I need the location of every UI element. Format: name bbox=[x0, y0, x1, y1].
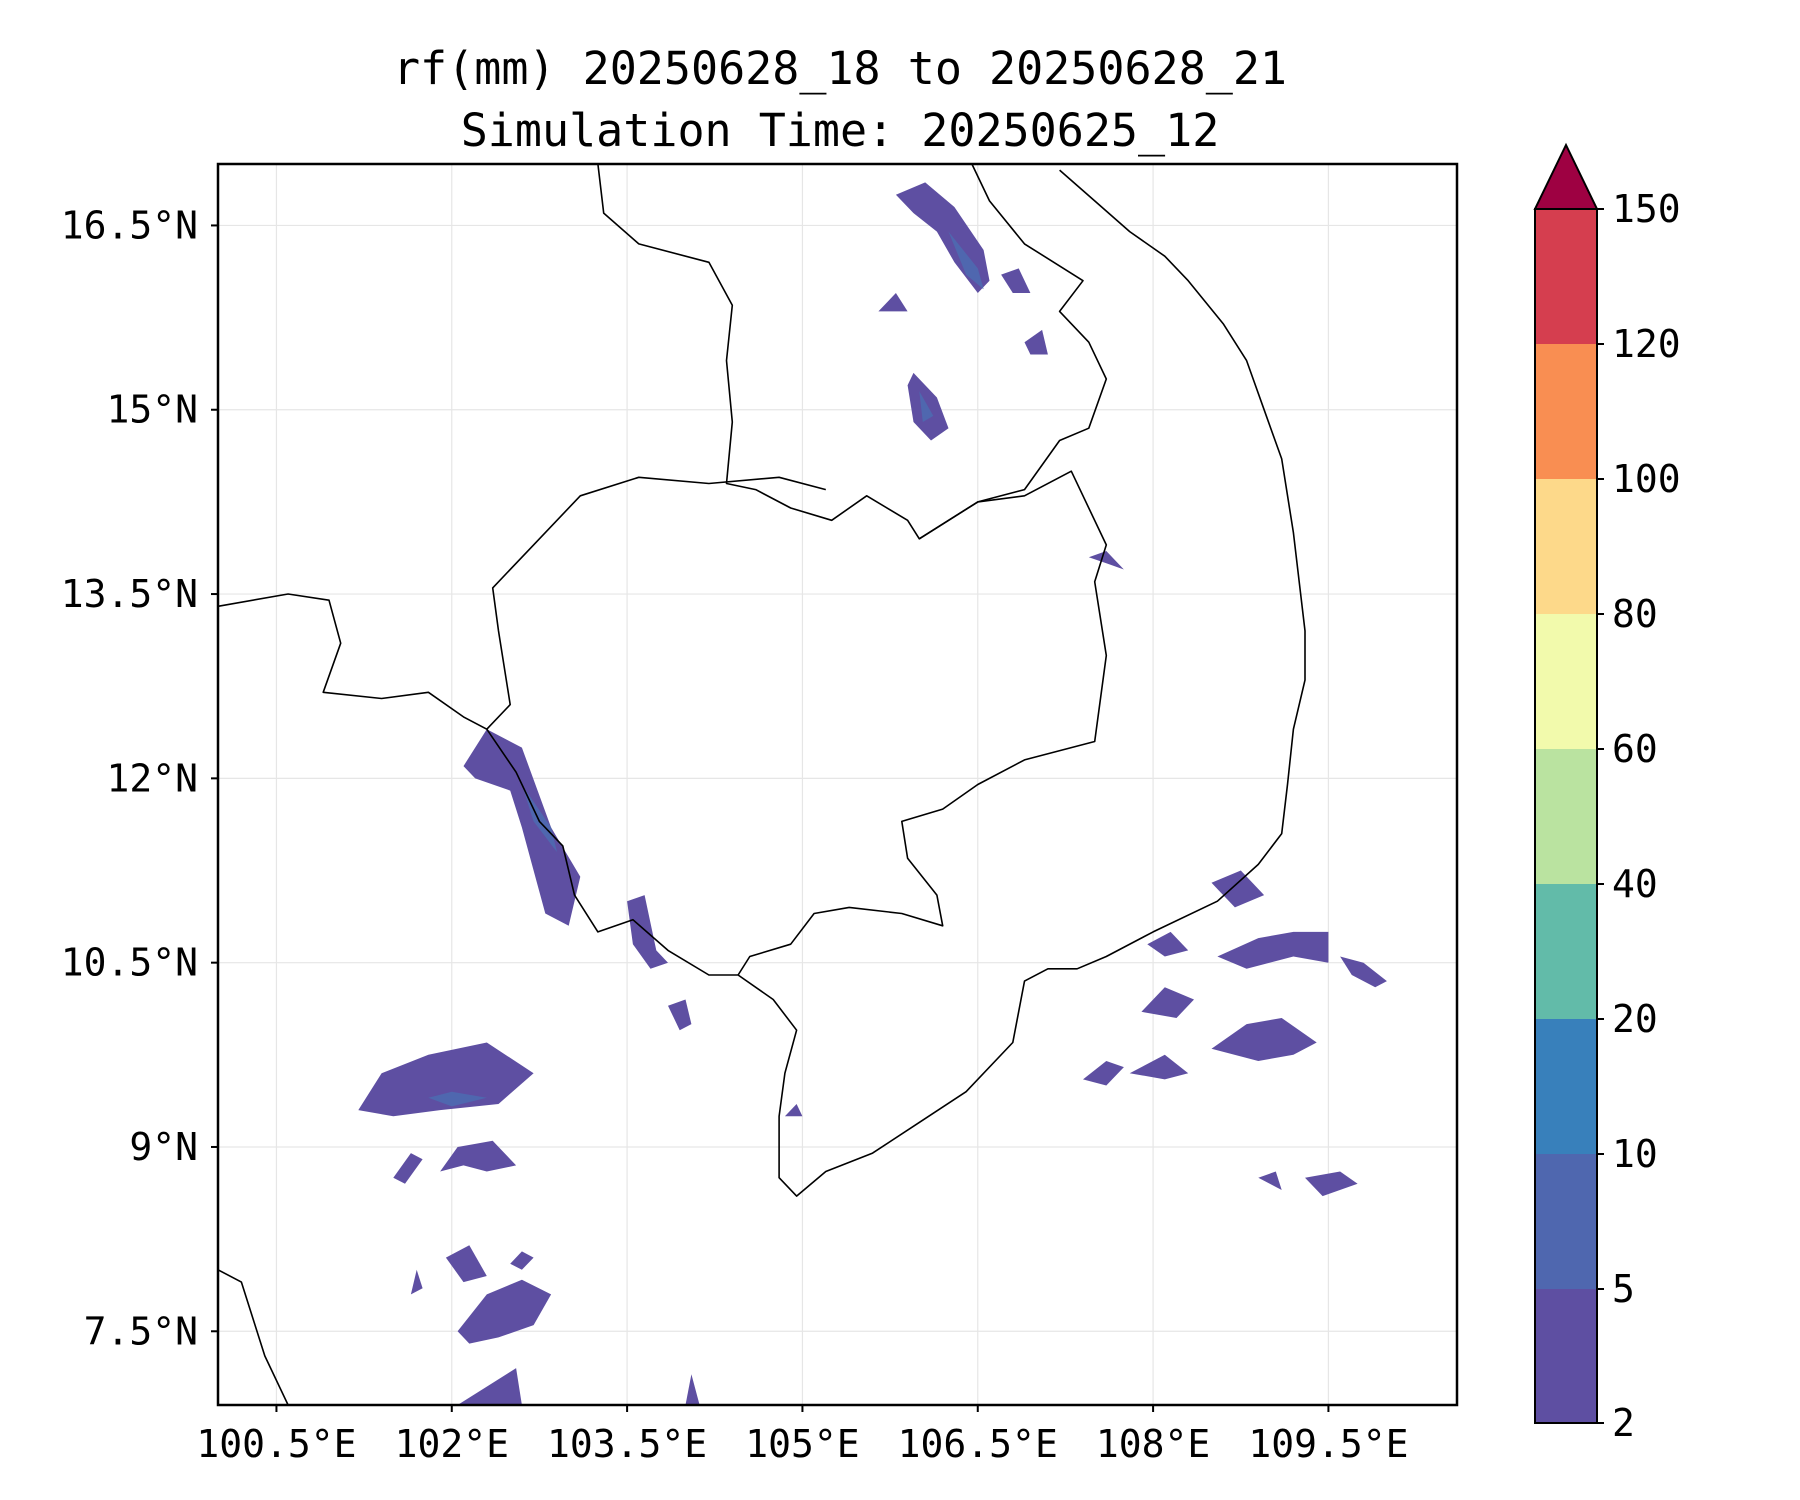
colorbar-label-20: 20 bbox=[1612, 997, 1658, 1041]
rain-area-5 bbox=[445, 1245, 487, 1283]
rain-area-22 bbox=[1088, 551, 1124, 570]
lat-tick-label-6: 7.5°N bbox=[84, 1309, 198, 1353]
rain-area-7 bbox=[510, 1251, 534, 1270]
rain-area-20 bbox=[1024, 329, 1048, 355]
rain-area-6 bbox=[457, 1279, 552, 1344]
rain-area-13 bbox=[668, 999, 692, 1031]
rain-area-1 bbox=[428, 1091, 487, 1107]
colorbar-label-80: 80 bbox=[1612, 592, 1658, 636]
colorbar-segment-40-60 bbox=[1535, 749, 1597, 884]
title-line-2: Simulation Time: 20250625_12 bbox=[460, 104, 1220, 157]
coastline-3-line bbox=[217, 1269, 289, 1406]
coastline-2-line bbox=[486, 169, 1306, 1197]
colorbar-label-40: 40 bbox=[1612, 862, 1658, 906]
lat-tick-label-3: 12°N bbox=[106, 756, 198, 800]
rain-area-16 bbox=[948, 231, 984, 290]
rain-area-31 bbox=[1258, 1171, 1282, 1190]
colorbar-segment-20-40 bbox=[1535, 884, 1597, 1019]
rain-area-23 bbox=[1211, 870, 1265, 908]
colorbar-tick-marks bbox=[1597, 208, 1604, 1424]
rain-area-27 bbox=[1141, 987, 1194, 1018]
map-title: rf(mm) 20250628_18 to 20250628_21 Simula… bbox=[0, 38, 1680, 162]
colorbar-outline bbox=[1534, 208, 1598, 1424]
border-2-line bbox=[486, 476, 827, 730]
colorbar-segment-80-100 bbox=[1535, 479, 1597, 614]
colorbar-segment-60-80 bbox=[1535, 614, 1597, 749]
latitude-ticks: 16.5°N 15°N 13.5°N 12°N 10.5°N 9°N 7.5°N bbox=[61, 203, 218, 1353]
colorbar-segment-100-120 bbox=[1535, 344, 1597, 479]
border-3-line bbox=[737, 470, 1108, 976]
rain-area-2 bbox=[393, 1153, 423, 1184]
rain-area-0 bbox=[358, 1042, 534, 1117]
colorbar: 150 120 100 80 60 40 20 10 5 2 bbox=[1533, 142, 1681, 1445]
rain-area-28 bbox=[1211, 1018, 1317, 1061]
colorbar-segment-2-5 bbox=[1535, 1289, 1597, 1423]
lat-tick-label-2: 13.5°N bbox=[61, 572, 198, 616]
lat-tick-label-4: 10.5°N bbox=[61, 941, 198, 985]
rain-area-14 bbox=[784, 1104, 803, 1117]
rain-area-21 bbox=[878, 293, 908, 312]
lat-tick-label-0: 16.5°N bbox=[61, 203, 198, 247]
colorbar-label-10: 10 bbox=[1612, 1132, 1658, 1176]
colorbar-label-60: 60 bbox=[1612, 727, 1658, 771]
lon-tick-label-2: 103.5°E bbox=[547, 1422, 707, 1466]
lat-tick-label-5: 9°N bbox=[129, 1125, 198, 1169]
lon-tick-label-0: 100.5°E bbox=[196, 1422, 356, 1466]
rain-area-3 bbox=[440, 1140, 517, 1172]
rain-area-8 bbox=[457, 1368, 522, 1405]
map-frame bbox=[216, 162, 1459, 1407]
lon-tick-label-5: 108°E bbox=[1096, 1422, 1210, 1466]
rain-area-18 bbox=[919, 391, 934, 422]
colorbar-label-150: 150 bbox=[1612, 187, 1681, 231]
colorbar-label-100: 100 bbox=[1612, 457, 1681, 501]
rain-area-26 bbox=[1147, 931, 1189, 957]
gridlines bbox=[218, 164, 1457, 1405]
lat-tick-label-1: 15°N bbox=[106, 388, 198, 432]
colorbar-segment-120-150 bbox=[1535, 209, 1597, 344]
colorbar-label-2: 2 bbox=[1612, 1401, 1635, 1445]
rain-area-4 bbox=[410, 1269, 423, 1295]
lon-tick-label-3: 105°E bbox=[745, 1422, 859, 1466]
rain-area-29 bbox=[1083, 1061, 1124, 1086]
rain-area-30 bbox=[1129, 1054, 1189, 1080]
rain-area-10 bbox=[463, 729, 581, 926]
coastline-line bbox=[217, 593, 488, 730]
border-1-line bbox=[597, 163, 1108, 540]
title-line-1: rf(mm) 20250628_18 to 20250628_21 bbox=[392, 42, 1288, 95]
rain-area-9 bbox=[685, 1374, 700, 1405]
colorbar-label-5: 5 bbox=[1612, 1267, 1635, 1311]
longitude-ticks: 100.5°E 102°E 103.5°E 105°E 106.5°E 108°E 109.… bbox=[196, 1405, 1409, 1466]
colorbar-label-120: 120 bbox=[1612, 322, 1681, 366]
rain-area-24 bbox=[1217, 931, 1329, 969]
rain-area-19 bbox=[1001, 268, 1031, 293]
colorbar-segment-10-20 bbox=[1535, 1019, 1597, 1154]
rain-area-25 bbox=[1340, 956, 1387, 988]
lon-tick-label-1: 102°E bbox=[395, 1422, 509, 1466]
lon-tick-label-6: 109.5°E bbox=[1248, 1422, 1408, 1466]
lon-tick-label-4: 106.5°E bbox=[898, 1422, 1058, 1466]
coastlines-and-borders bbox=[217, 163, 1306, 1406]
colorbar-segment-5-10 bbox=[1535, 1154, 1597, 1289]
rain-area-32 bbox=[1305, 1171, 1358, 1197]
colorbar-extend-arrow bbox=[1533, 142, 1599, 210]
rainfall-contours bbox=[358, 182, 1387, 1405]
